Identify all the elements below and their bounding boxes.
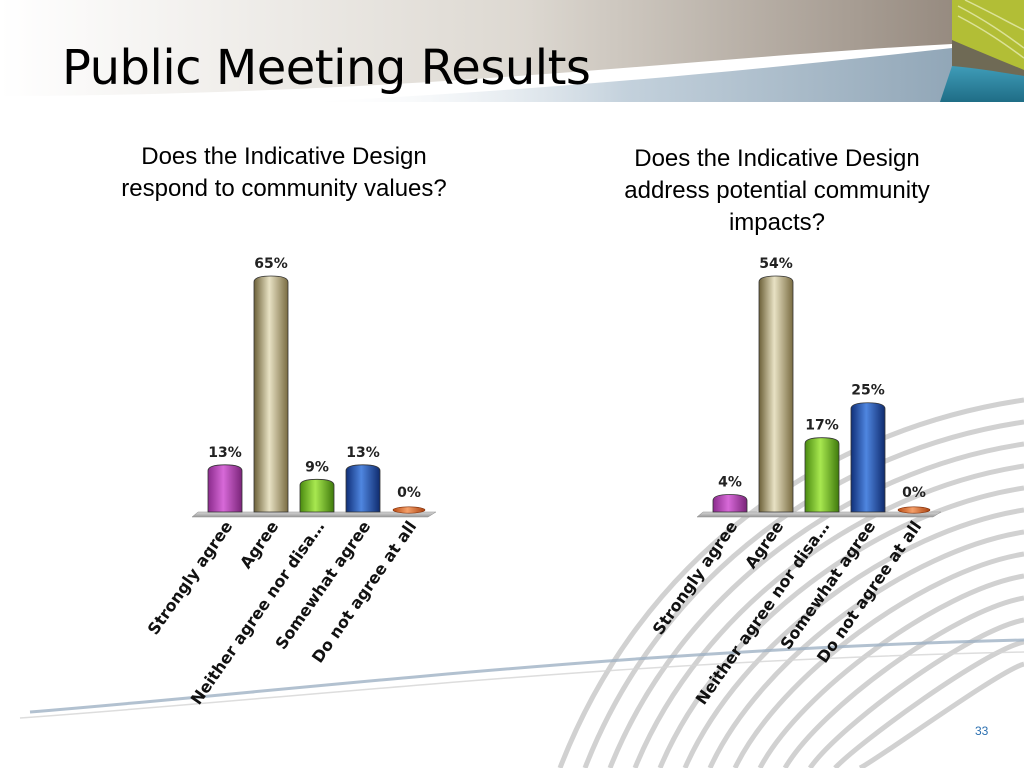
- category-label: Agree: [741, 517, 787, 572]
- data-label: 17%: [805, 418, 839, 434]
- bar: [713, 495, 747, 512]
- category-label: Strongly agree: [144, 517, 237, 638]
- bar: [208, 465, 242, 512]
- bar: [300, 479, 334, 512]
- data-label: 65%: [254, 256, 288, 272]
- bar: [898, 507, 930, 513]
- bar: [851, 403, 885, 512]
- data-label: 13%: [346, 445, 380, 461]
- category-label: Strongly agree: [649, 517, 742, 638]
- data-label: 4%: [718, 475, 742, 491]
- category-label: Agree: [236, 517, 282, 572]
- data-label: 54%: [759, 256, 793, 272]
- bar: [393, 507, 425, 513]
- bar: [759, 276, 793, 512]
- data-label: 0%: [902, 485, 926, 501]
- data-label: 25%: [851, 383, 885, 399]
- data-label: 13%: [208, 445, 242, 461]
- bar: [346, 465, 380, 512]
- data-label: 9%: [305, 459, 329, 475]
- bar: [254, 276, 288, 512]
- data-label: 0%: [397, 485, 421, 501]
- bar: [805, 438, 839, 512]
- page-number: 33: [975, 724, 988, 738]
